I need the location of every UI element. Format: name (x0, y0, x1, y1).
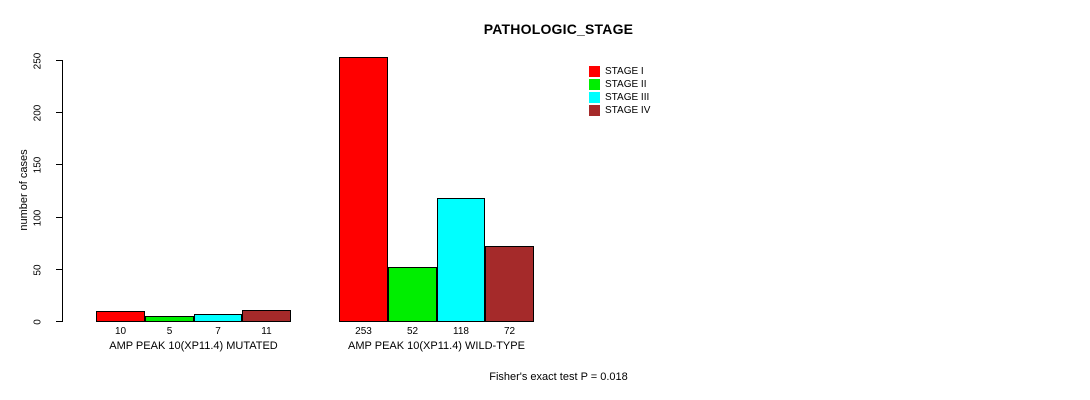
y-tick-label: 250 (32, 52, 44, 69)
y-tick-label: 0 (32, 318, 44, 325)
bar (485, 246, 534, 322)
legend-swatch (589, 92, 600, 103)
x-category-label: AMP PEAK 10(XP11.4) MUTATED (109, 340, 278, 352)
bar (194, 314, 242, 322)
bar (242, 310, 291, 322)
bar-value-label: 10 (114, 326, 127, 337)
fisher-test-annotation: Fisher's exact test P = 0.018 (489, 371, 628, 383)
legend-label: STAGE II (605, 79, 647, 90)
legend-item: STAGE IV (589, 104, 650, 117)
legend-label: STAGE I (605, 66, 644, 77)
bar-value-label: 118 (453, 326, 469, 337)
bar (388, 267, 437, 322)
y-tick-label: 200 (32, 104, 44, 121)
bar-value-label: 11 (261, 326, 272, 337)
y-tick-label: 100 (32, 209, 44, 226)
y-tick (56, 60, 62, 61)
legend-item: STAGE I (589, 65, 650, 78)
bar (96, 311, 145, 322)
y-tick (56, 164, 62, 165)
bar (145, 316, 194, 322)
legend-swatch (589, 79, 600, 90)
legend-label: STAGE III (605, 92, 650, 103)
y-tick-label: 50 (32, 263, 44, 276)
y-axis-label: number of cases (18, 149, 30, 231)
y-tick (56, 269, 62, 270)
bar-value-label: 5 (166, 326, 173, 337)
x-category-label: AMP PEAK 10(XP11.4) WILD-TYPE (348, 340, 525, 352)
legend-swatch (589, 105, 600, 116)
bar-value-label: 72 (503, 326, 516, 337)
legend-label: STAGE IV (605, 105, 651, 116)
y-tick (56, 321, 62, 322)
bar-value-label: 253 (355, 326, 372, 337)
legend-item: STAGE II (589, 78, 650, 91)
bar-value-label: 7 (215, 326, 221, 337)
legend-swatch (589, 66, 600, 77)
legend-item: STAGE III (589, 91, 650, 104)
legend: STAGE I STAGE II STAGE III STAGE IV (589, 65, 650, 117)
y-tick (56, 217, 62, 218)
bar (339, 57, 388, 322)
y-tick-label: 150 (32, 156, 44, 173)
bar-value-label: 52 (406, 326, 419, 337)
y-axis-line (62, 60, 63, 322)
chart-title: PATHOLOGIC_STAGE (483, 21, 634, 37)
bar (437, 198, 485, 322)
y-tick (56, 112, 62, 113)
